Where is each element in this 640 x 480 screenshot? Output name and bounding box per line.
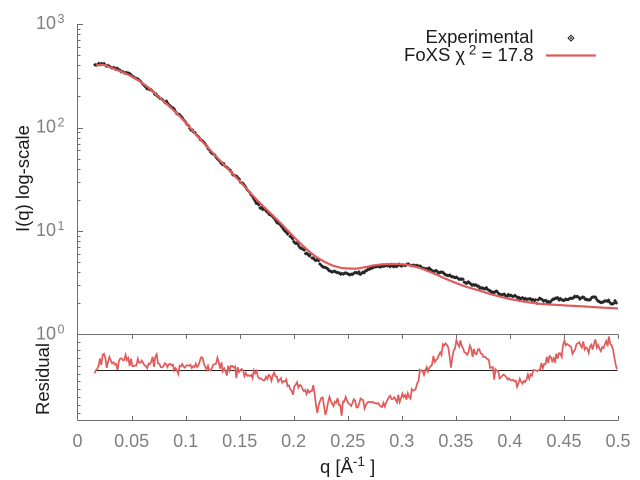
svg-text:0.4: 0.4 [497,431,522,451]
svg-text:FoXS χ 2 = 17.8: FoXS χ 2 = 17.8 [404,43,533,65]
svg-text:10: 10 [36,220,56,240]
svg-text:0.15: 0.15 [222,431,257,451]
svg-text:0.1: 0.1 [173,431,198,451]
svg-text:2: 2 [58,116,65,130]
svg-text:0.5: 0.5 [605,431,630,451]
svg-text:0.05: 0.05 [114,431,149,451]
svg-text:Experimental: Experimental [426,26,534,47]
svg-text:Residual: Residual [32,343,53,415]
svg-text:1: 1 [58,219,65,233]
svg-text:q [Å-1 ]: q [Å-1 ] [320,454,375,477]
svg-text:10: 10 [36,117,56,137]
svg-text:0.25: 0.25 [330,431,365,451]
svg-text:10: 10 [36,13,56,33]
svg-text:0: 0 [72,431,82,451]
svg-text:0.3: 0.3 [389,431,414,451]
svg-text:10: 10 [36,324,56,344]
svg-text:3: 3 [58,12,65,26]
svg-text:0.35: 0.35 [438,431,473,451]
svg-text:0.45: 0.45 [546,431,581,451]
svg-text:0: 0 [58,323,65,337]
svg-text:0.2: 0.2 [281,431,306,451]
svg-text:I(q) log-scale: I(q) log-scale [12,125,33,232]
